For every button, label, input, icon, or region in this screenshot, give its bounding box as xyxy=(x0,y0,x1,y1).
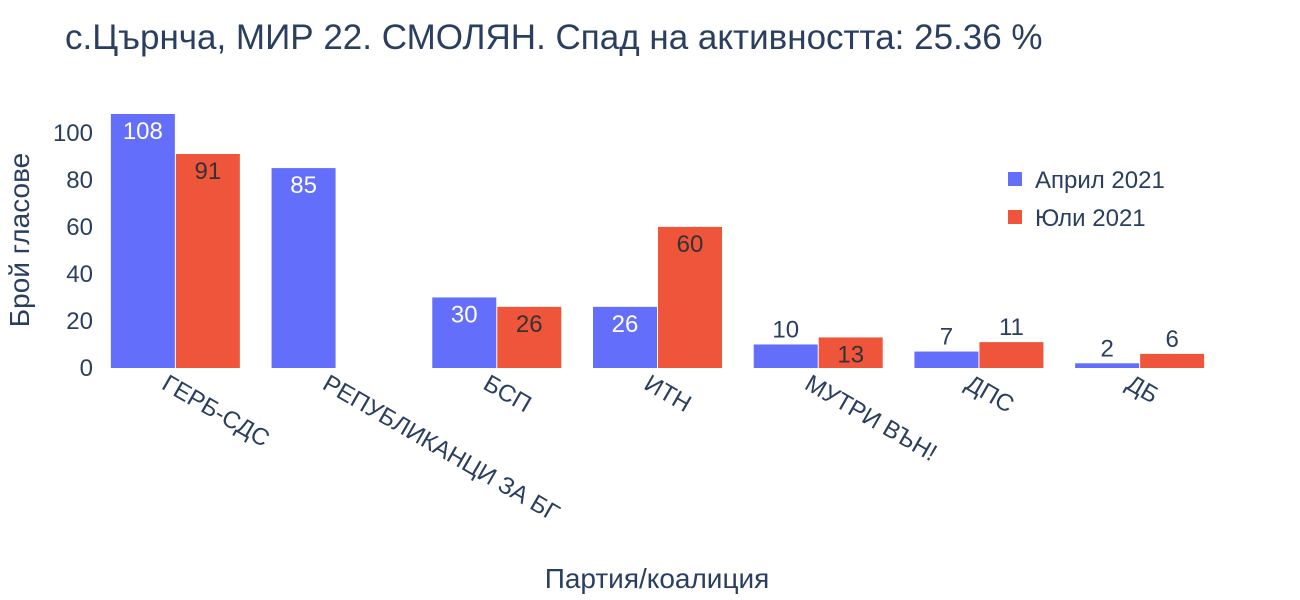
bar-value-label: 60 xyxy=(677,231,704,258)
bar-value-label: 26 xyxy=(612,311,639,338)
x-tick-label: ДПС xyxy=(961,370,1019,419)
bar-value-label: 30 xyxy=(451,301,478,328)
bar-value-label: 13 xyxy=(837,341,864,368)
legend-label: Юли 2021 xyxy=(1035,205,1146,232)
bar-april xyxy=(110,114,175,368)
bar-value-label: 7 xyxy=(940,324,953,351)
x-tick-label: ИТН xyxy=(640,370,696,418)
x-tick-label: МУТРИ ВЪН! xyxy=(800,370,941,467)
y-tick-label: 80 xyxy=(66,167,93,194)
y-axis: 0 20 40 60 80 100 xyxy=(53,120,93,382)
bar-april xyxy=(271,168,336,368)
bar-july xyxy=(497,306,562,368)
bar-value-label: 6 xyxy=(1165,326,1178,353)
bar-july xyxy=(175,153,240,368)
bar-april xyxy=(1075,363,1140,368)
y-tick-label: 60 xyxy=(66,214,93,241)
y-tick-label: 40 xyxy=(66,261,93,288)
bar-july xyxy=(658,226,722,368)
bar-july xyxy=(818,337,883,368)
bar-april xyxy=(914,351,979,368)
bar-july xyxy=(1140,353,1205,368)
legend-swatch xyxy=(1008,172,1022,186)
x-tick-label: ГЕРБ-СДС xyxy=(157,370,274,453)
bar-value-label: 26 xyxy=(516,311,543,338)
legend-swatch xyxy=(1008,210,1022,224)
x-tick-label: ДБ xyxy=(1122,370,1163,409)
x-axis-title: Партия/коалиция xyxy=(545,563,770,594)
legend-label: Април 2021 xyxy=(1035,167,1165,194)
bar-value-label: 91 xyxy=(195,158,222,185)
bar-july xyxy=(979,342,1044,368)
y-axis-title: Брой гласове xyxy=(4,153,35,327)
bar-april xyxy=(753,344,818,368)
bar-april xyxy=(432,297,497,368)
chart-title: с.Църнча, МИР 22. СМОЛЯН. Спад на активн… xyxy=(65,18,1043,57)
bar-value-label: 2 xyxy=(1100,335,1113,362)
bars xyxy=(110,114,1205,368)
bar-value-label: 11 xyxy=(999,314,1024,341)
y-tick-label: 0 xyxy=(80,355,93,382)
x-tick-label: БСП xyxy=(479,370,536,418)
y-tick-label: 20 xyxy=(66,308,93,335)
bar-value-label: 108 xyxy=(123,118,163,145)
bar-value-label: 85 xyxy=(290,172,317,199)
bar-value-label: 10 xyxy=(772,316,799,343)
legend: Април 2021 Юли 2021 xyxy=(1008,167,1165,232)
bar-april xyxy=(593,306,657,368)
y-tick-label: 100 xyxy=(53,120,93,147)
